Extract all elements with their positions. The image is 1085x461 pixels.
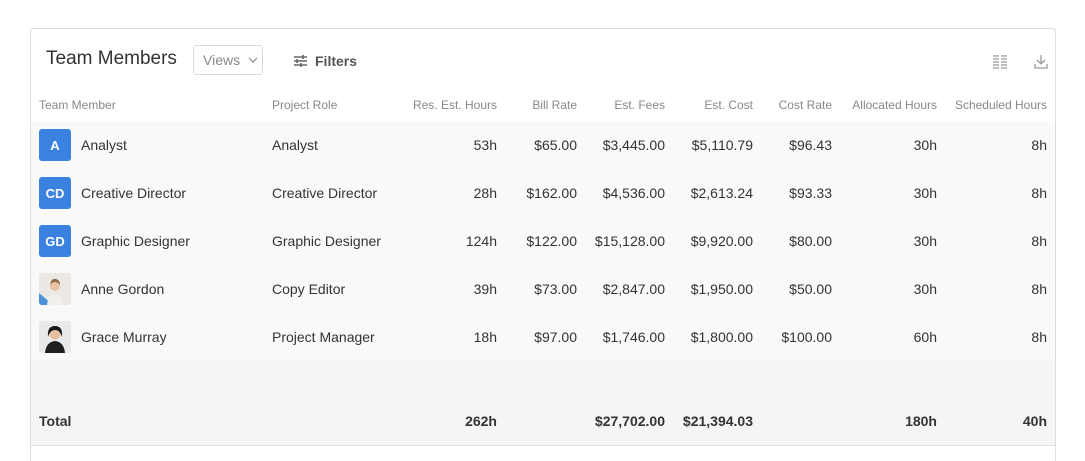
header-team-member[interactable]: Team Member	[31, 89, 264, 121]
est-fees: $15,128.00	[585, 217, 673, 265]
scheduled-hours: 8h	[945, 121, 1055, 169]
allocated-hours: 30h	[840, 217, 945, 265]
project-role: Graphic Designer	[264, 217, 404, 265]
avatar	[39, 273, 71, 305]
header-project-role[interactable]: Project Role	[264, 89, 404, 121]
total-label: Total	[31, 397, 264, 446]
columns-icon[interactable]	[991, 53, 1009, 71]
res-est-hours: 18h	[404, 313, 505, 361]
allocated-hours: 30h	[840, 169, 945, 217]
filters-button[interactable]: Filters	[293, 53, 357, 69]
download-icon[interactable]	[1032, 53, 1050, 71]
total-est-fees: $27,702.00	[585, 397, 673, 446]
est-cost: $5,110.79	[673, 121, 761, 169]
allocated-hours: 60h	[840, 313, 945, 361]
table-spacer	[31, 361, 1055, 397]
profile-photo-icon	[39, 321, 71, 353]
est-cost: $9,920.00	[673, 217, 761, 265]
avatar	[39, 321, 71, 353]
est-cost: $2,613.24	[673, 169, 761, 217]
total-res-est-hours: 262h	[404, 397, 505, 446]
allocated-hours: 30h	[840, 121, 945, 169]
cost-rate: $96.43	[761, 121, 840, 169]
res-est-hours: 124h	[404, 217, 505, 265]
total-row: Total 262h $27,702.00 $21,394.03 180h 40…	[31, 397, 1055, 446]
avatar: CD	[39, 177, 71, 209]
views-dropdown[interactable]: Views	[193, 45, 263, 75]
bill-rate: $122.00	[505, 217, 585, 265]
member-name[interactable]: Anne Gordon	[81, 281, 165, 297]
total-scheduled-hours: 40h	[945, 397, 1055, 446]
header-scheduled-hours[interactable]: Scheduled Hours	[945, 89, 1055, 121]
scheduled-hours: 8h	[945, 169, 1055, 217]
est-fees: $1,746.00	[585, 313, 673, 361]
member-name[interactable]: Grace Murray	[81, 329, 167, 345]
est-fees: $3,445.00	[585, 121, 673, 169]
team-members-panel: Team Members Views Filters	[30, 28, 1056, 461]
bill-rate: $97.00	[505, 313, 585, 361]
total-est-cost: $21,394.03	[673, 397, 761, 446]
res-est-hours: 28h	[404, 169, 505, 217]
sliders-icon	[294, 55, 307, 67]
panel-title: Team Members	[46, 48, 177, 69]
member-name[interactable]: Graphic Designer	[81, 233, 190, 249]
table-row[interactable]: GD Graphic Designer Graphic Designer 124…	[31, 217, 1055, 265]
bill-rate: $65.00	[505, 121, 585, 169]
header-est-cost[interactable]: Est. Cost	[673, 89, 761, 121]
est-fees: $4,536.00	[585, 169, 673, 217]
table-row[interactable]: Anne Gordon Copy Editor 39h $73.00 $2,84…	[31, 265, 1055, 313]
scheduled-hours: 8h	[945, 217, 1055, 265]
bill-rate: $73.00	[505, 265, 585, 313]
avatar: A	[39, 129, 71, 161]
profile-photo-icon	[39, 273, 71, 305]
bill-rate: $162.00	[505, 169, 585, 217]
table-row[interactable]: Grace Murray Project Manager 18h $97.00 …	[31, 313, 1055, 361]
chevron-down-icon	[248, 57, 258, 63]
table-header-row: Team Member Project Role Res. Est. Hours…	[31, 89, 1055, 121]
table-row[interactable]: A Analyst Analyst 53h $65.00 $3,445.00 $…	[31, 121, 1055, 169]
scheduled-hours: 8h	[945, 265, 1055, 313]
team-member-cell: A Analyst	[39, 129, 256, 161]
project-role: Creative Director	[264, 169, 404, 217]
est-cost: $1,800.00	[673, 313, 761, 361]
table-row[interactable]: CD Creative Director Creative Director 2…	[31, 169, 1055, 217]
team-member-cell: CD Creative Director	[39, 177, 256, 209]
member-name[interactable]: Analyst	[81, 137, 127, 153]
cost-rate: $50.00	[761, 265, 840, 313]
team-member-cell: Anne Gordon	[39, 273, 256, 305]
header-allocated-hours[interactable]: Allocated Hours	[840, 89, 945, 121]
team-members-table: Team Member Project Role Res. Est. Hours…	[31, 89, 1055, 446]
team-member-cell: Grace Murray	[39, 321, 256, 353]
header-bill-rate[interactable]: Bill Rate	[505, 89, 585, 121]
panel-header: Team Members Views Filters	[31, 29, 1055, 89]
team-member-cell: GD Graphic Designer	[39, 225, 256, 257]
header-cost-rate[interactable]: Cost Rate	[761, 89, 840, 121]
res-est-hours: 53h	[404, 121, 505, 169]
project-role: Copy Editor	[264, 265, 404, 313]
views-label: Views	[203, 52, 241, 68]
est-fees: $2,847.00	[585, 265, 673, 313]
cost-rate: $80.00	[761, 217, 840, 265]
member-name[interactable]: Creative Director	[81, 185, 187, 201]
header-res-est-hours[interactable]: Res. Est. Hours	[404, 89, 505, 121]
project-role: Project Manager	[264, 313, 404, 361]
allocated-hours: 30h	[840, 265, 945, 313]
cost-rate: $100.00	[761, 313, 840, 361]
scheduled-hours: 8h	[945, 313, 1055, 361]
cost-rate: $93.33	[761, 169, 840, 217]
header-est-fees[interactable]: Est. Fees	[585, 89, 673, 121]
res-est-hours: 39h	[404, 265, 505, 313]
project-role: Analyst	[264, 121, 404, 169]
filters-label: Filters	[315, 53, 358, 69]
avatar: GD	[39, 225, 71, 257]
est-cost: $1,950.00	[673, 265, 761, 313]
total-allocated-hours: 180h	[840, 397, 945, 446]
